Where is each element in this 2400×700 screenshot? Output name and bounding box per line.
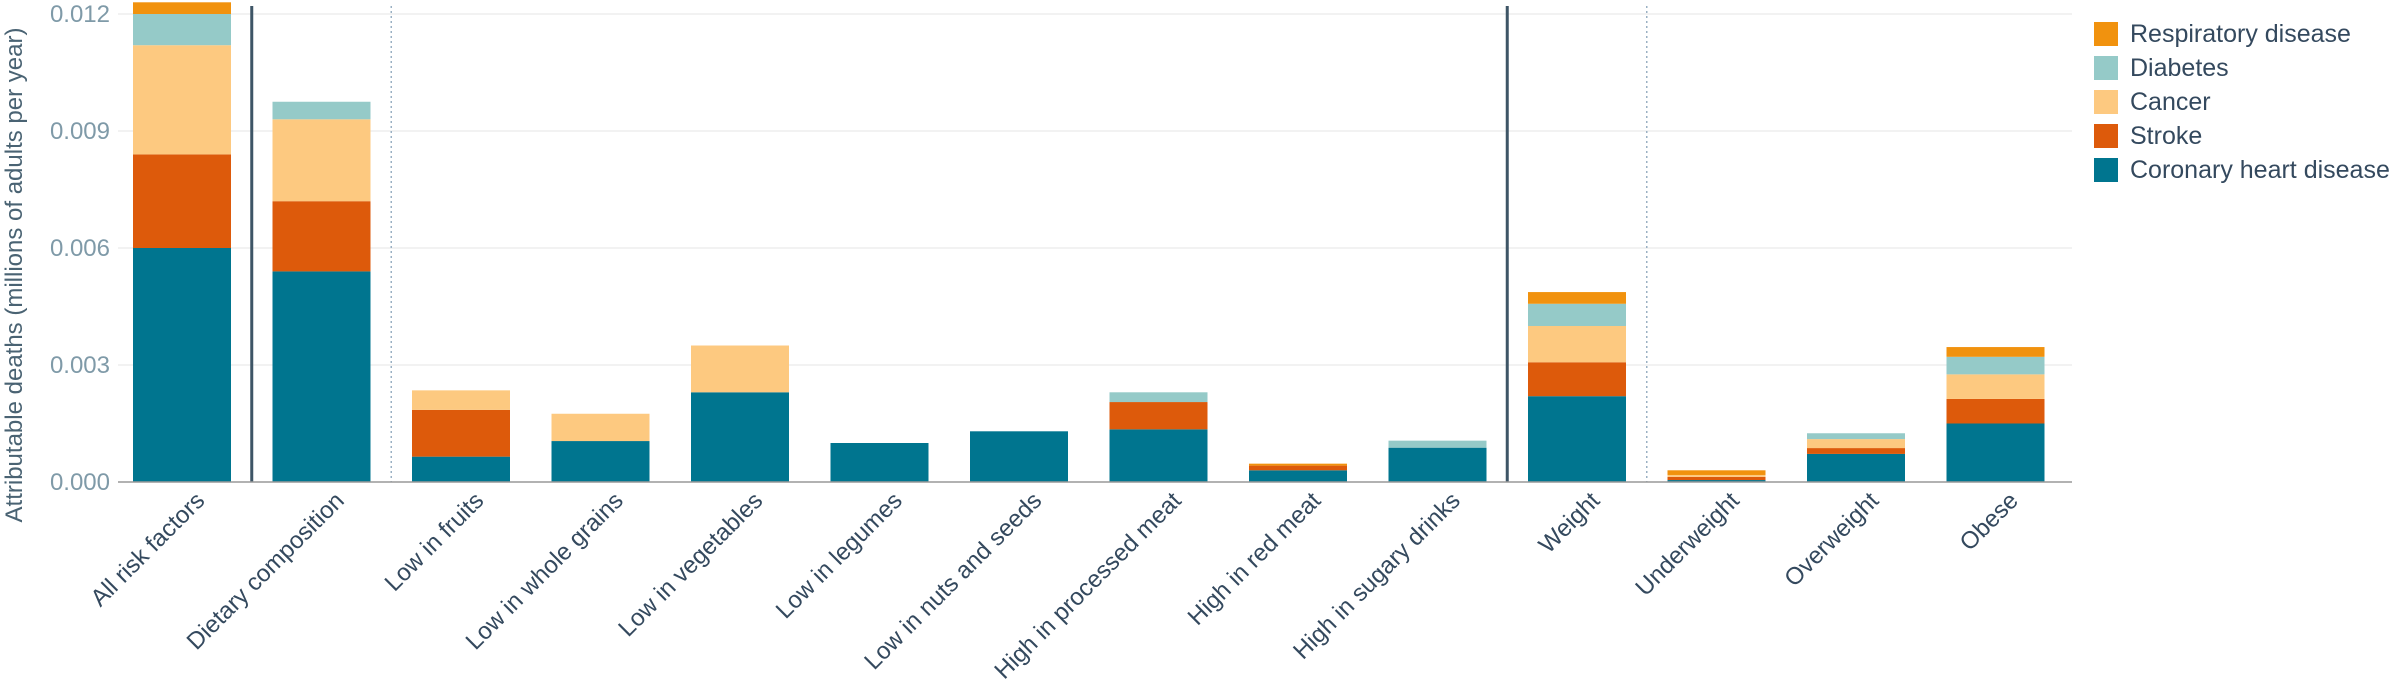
bar-segment-coronary-heart-disease[interactable]: Low in legumes — Coronary heart disease:… xyxy=(830,443,929,482)
bar-segment-stroke[interactable]: Obese — Stroke: 0.00063 xyxy=(1946,398,2045,424)
bar-segment-cancer[interactable]: Weight — Cancer: 0.00093 xyxy=(1528,326,1626,363)
bar-segment-coronary-heart-disease[interactable]: High in processed meat — Coronary heart … xyxy=(1109,429,1208,482)
legend-label: Respiratory disease xyxy=(2130,20,2351,48)
bar-segment-coronary-heart-disease[interactable]: High in red meat — Coronary heart diseas… xyxy=(1249,470,1347,482)
legend-swatch xyxy=(2094,158,2118,182)
category-label: Weight xyxy=(1534,487,1606,559)
bar-segment-stroke[interactable]: High in processed meat — Stroke: 0.0007 xyxy=(1109,402,1208,430)
y-tick-label: 0.012 xyxy=(50,1,110,28)
y-tick-label: 0.009 xyxy=(50,118,110,145)
bar-segment-stroke[interactable]: Dietary composition — Stroke: 0.0018 xyxy=(272,201,371,272)
y-tick-label: 0.003 xyxy=(50,352,110,379)
category-label: Underweight xyxy=(1630,487,1745,602)
bar-segment-diabetes[interactable]: Weight — Diabetes: 0.00057 xyxy=(1528,303,1626,326)
bar-segment-coronary-heart-disease[interactable]: Low in whole grains — Coronary heart dis… xyxy=(551,441,650,482)
legend-swatch xyxy=(2094,22,2118,46)
bar-segment-cancer[interactable]: Low in fruits — Cancer: 0.0005 xyxy=(412,390,510,410)
legend[interactable]: Respiratory disease Diabetes Cancer Stroke C… xyxy=(2094,20,2390,184)
bar-segment-stroke[interactable]: Overweight — Stroke: 0.00015 xyxy=(1807,448,1905,454)
bar-segment-cancer[interactable]: Underweight — Cancer: 0.00005 xyxy=(1667,474,1766,477)
y-tick-labels: 0.000 0.003 0.006 0.009 0.012 xyxy=(50,1,110,496)
legend-swatch xyxy=(2094,124,2118,148)
bar-segment-respiratory-disease[interactable]: Obese — Respiratory disease: 0.00025 xyxy=(1946,347,2045,357)
bar-segment-diabetes[interactable]: Obese — Diabetes: 0.00045 xyxy=(1946,356,2045,375)
category-label: Low in fruits xyxy=(380,487,490,597)
legend-item-diabetes[interactable]: Diabetes xyxy=(2094,54,2229,82)
bar-segment-coronary-heart-disease[interactable]: Low in nuts and seeds — Coronary heart d… xyxy=(970,431,1068,482)
bar-segment-cancer[interactable]: Obese — Cancer: 0.00063 xyxy=(1946,374,2045,399)
legend-label: Stroke xyxy=(2130,122,2202,150)
bar-segment-stroke[interactable]: Weight — Stroke: 0.00087 xyxy=(1528,362,1626,397)
bar-segment-coronary-heart-disease[interactable]: Underweight — Coronary heart disease: 0.… xyxy=(1667,480,1766,482)
bar-segment-coronary-heart-disease[interactable]: Dietary composition — Coronary heart dis… xyxy=(272,271,371,482)
category-label: All risk factors xyxy=(86,487,211,612)
category-label: Low in legumes xyxy=(771,487,908,624)
bar-segment-diabetes[interactable]: All risk factors — Diabetes: 0.0008 xyxy=(133,14,231,46)
bar-segment-stroke[interactable]: High in red meat — Stroke: 0.00012 xyxy=(1249,465,1347,471)
y-tick-label: 0.000 xyxy=(50,469,110,496)
y-tick-label: 0.006 xyxy=(50,235,110,262)
bar-segment-coronary-heart-disease[interactable]: Overweight — Coronary heart disease: 0.0… xyxy=(1807,453,1905,482)
bar-segment-coronary-heart-disease[interactable]: High in sugary drinks — Coronary heart d… xyxy=(1388,447,1487,482)
bar-segment-coronary-heart-disease[interactable]: Low in vegetables — Coronary heart disea… xyxy=(691,392,789,482)
bar-segment-stroke[interactable]: Underweight — Stroke: 0.00008 xyxy=(1667,476,1766,481)
bar-segment-diabetes[interactable]: High in processed meat — Diabetes: 0.000… xyxy=(1109,392,1208,403)
category-label: Low in vegetables xyxy=(613,487,768,642)
category-label: Overweight xyxy=(1779,487,1884,592)
legend-label: Cancer xyxy=(2130,88,2211,116)
bar-segment-coronary-heart-disease[interactable]: Weight — Coronary heart disease: 0.0022 xyxy=(1528,396,1626,482)
legend-item-cancer[interactable]: Cancer xyxy=(2094,88,2211,116)
bar-segment-stroke[interactable]: All risk factors — Stroke: 0.0024 xyxy=(133,154,231,248)
category-label: Dietary composition xyxy=(182,487,350,655)
category-label: Obese xyxy=(1955,487,2024,556)
category-label: High in red meat xyxy=(1183,487,1327,631)
bar-segment-respiratory-disease[interactable]: All risk factors — Respiratory disease: … xyxy=(133,2,231,14)
bar-segment-diabetes[interactable]: High in sugary drinks — Diabetes: 0.0001… xyxy=(1388,440,1487,448)
bar-segment-coronary-heart-disease[interactable]: All risk factors — Coronary heart diseas… xyxy=(133,248,231,482)
legend-item-stroke[interactable]: Stroke xyxy=(2094,122,2202,150)
category-label: Low in whole grains xyxy=(461,487,629,655)
legend-swatch xyxy=(2094,56,2118,80)
legend-label: Coronary heart disease xyxy=(2130,156,2390,184)
bar-segment-cancer[interactable]: Low in vegetables — Cancer: 0.0012 xyxy=(691,345,789,393)
bar-segment-respiratory-disease[interactable]: Weight — Respiratory disease: 0.0003 xyxy=(1528,292,1626,304)
bar-segment-diabetes[interactable]: Overweight — Diabetes: 0.00015 xyxy=(1807,433,1905,440)
bar-segment-cancer[interactable]: Overweight — Cancer: 0.00023 xyxy=(1807,439,1905,449)
bar-segment-cancer[interactable]: All risk factors — Cancer: 0.0028 xyxy=(133,45,231,155)
bar-segment-respiratory-disease[interactable]: Underweight — Respiratory disease: 0.000… xyxy=(1667,470,1766,475)
gridlines xyxy=(118,13,2072,366)
bar-segment-respiratory-disease[interactable]: High in red meat — Respiratory disease: … xyxy=(1249,463,1347,466)
bars: All risk factors — Coronary heart diseas… xyxy=(133,2,2045,482)
bar-segment-diabetes[interactable]: Dietary composition — Diabetes: 0.00045 xyxy=(272,101,371,120)
legend-swatch xyxy=(2094,90,2118,114)
group-separators xyxy=(250,6,1648,482)
bar-segment-cancer[interactable]: Dietary composition — Cancer: 0.0021 xyxy=(272,119,371,202)
legend-item-respiratory-disease[interactable]: Respiratory disease xyxy=(2094,20,2351,48)
y-axis-title: Attributable deaths (millions of adults … xyxy=(1,28,28,523)
legend-label: Diabetes xyxy=(2130,54,2229,82)
bar-segment-coronary-heart-disease[interactable]: Obese — Coronary heart disease: 0.0015 xyxy=(1946,423,2045,483)
bar-segment-stroke[interactable]: Low in fruits — Stroke: 0.0012 xyxy=(412,409,510,457)
bar-segment-cancer[interactable]: Low in whole grains — Cancer: 0.0007 xyxy=(551,413,650,442)
bar-segment-coronary-heart-disease[interactable]: Low in fruits — Coronary heart disease: … xyxy=(412,456,510,482)
legend-item-coronary-heart-disease[interactable]: Coronary heart disease xyxy=(2094,156,2390,184)
